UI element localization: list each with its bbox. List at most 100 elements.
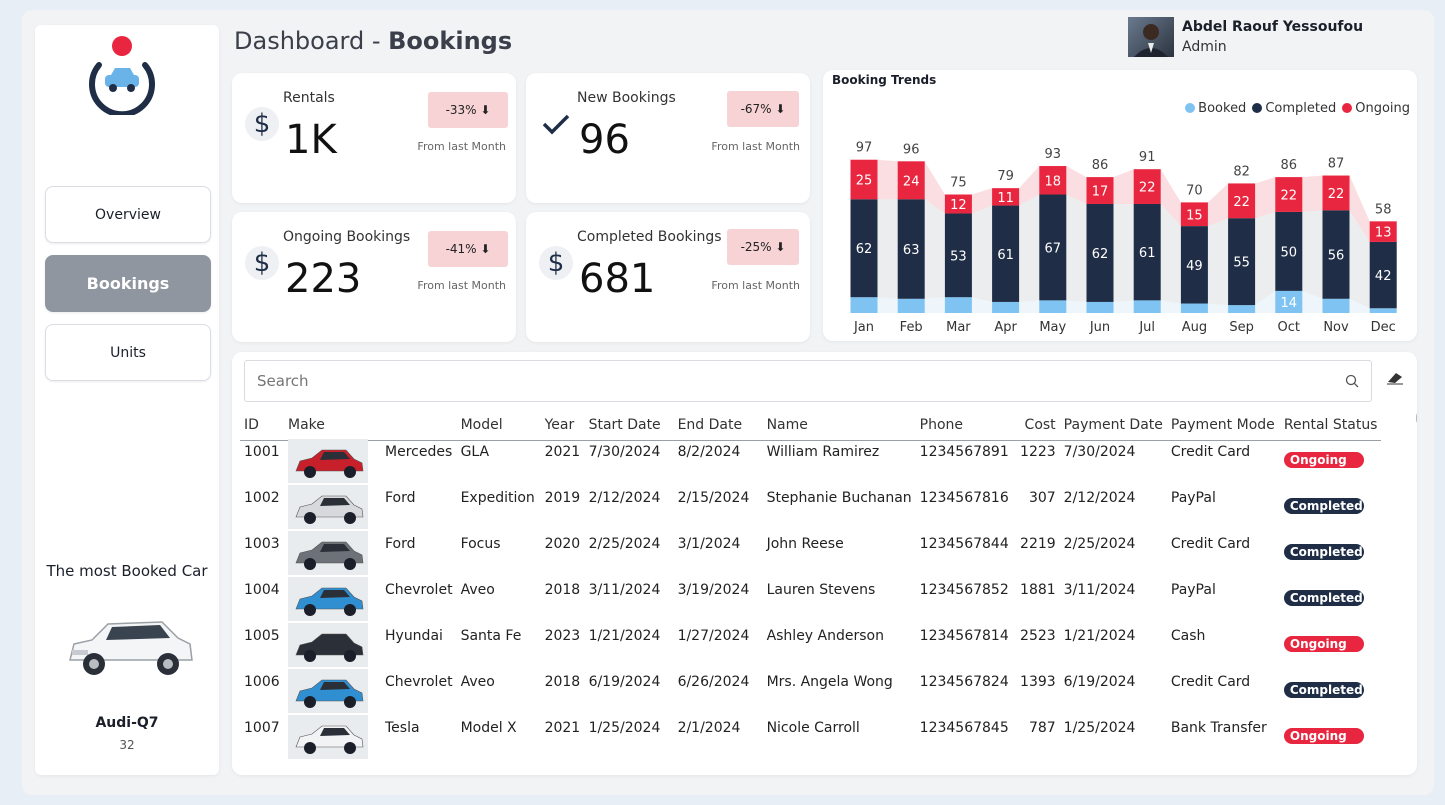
cell-name: William Ramirez [766, 443, 880, 460]
table-row[interactable]: 1001 Mercedes GLA 2021 7/30/2024 8/2/2024 Will… [240, 438, 1382, 487]
column-header[interactable]: Model [456, 410, 541, 441]
kpi-subtext: From last Month [417, 279, 506, 292]
avatar[interactable] [1128, 17, 1174, 57]
cell-status: Completed [1280, 533, 1382, 579]
cell-cost: 1393 [1020, 673, 1056, 690]
table-row[interactable]: 1004 Chevrolet Aveo 2018 3/11/2024 3/19/2024 L… [240, 576, 1382, 625]
bar-booked-may [1039, 300, 1067, 313]
column-header[interactable]: Cost [1015, 410, 1060, 441]
data-label-ongoing: 22 [1281, 189, 1298, 204]
cell-cost: 307 [1028, 489, 1056, 506]
table-row[interactable]: 1003 Ford Focus 2020 2/25/2024 3/1/2024 John R… [240, 530, 1382, 579]
data-label-booked: 14 [1281, 296, 1298, 311]
bookings-table: ID Make Model Year Start Date End Date Name Pho… [240, 410, 1382, 763]
cell-make-image [284, 622, 381, 671]
cell-pay-mode: Credit Card [1170, 443, 1251, 460]
table-row[interactable]: 1007 Tesla Model X 2021 1/25/2024 2/1/2024 Nic… [240, 714, 1381, 763]
cell-phone: 1234567816 [919, 489, 1009, 506]
table-scrollbar[interactable] [1416, 412, 1417, 424]
kpi-subtext: From last Month [417, 140, 506, 153]
cell-phone: 1234567824 [919, 673, 1009, 690]
data-label-completed: 62 [1092, 247, 1109, 262]
column-header[interactable]: ID [240, 410, 284, 441]
cell-status: Ongoing [1280, 440, 1382, 487]
data-label-total: 86 [1281, 158, 1298, 173]
dollar-icon: $ [245, 107, 279, 141]
column-header[interactable]: Rental Status [1279, 410, 1382, 441]
nav-bookings-button[interactable]: Bookings [45, 255, 211, 312]
data-label-completed: 62 [856, 242, 873, 257]
column-header[interactable]: Start Date [584, 410, 674, 441]
search-box [244, 360, 1372, 402]
x-tick-label: Aug [1182, 320, 1207, 335]
table-body: 1001 Mercedes GLA 2021 7/30/2024 8/2/2024 Will… [240, 438, 1382, 763]
column-header[interactable]: Year [540, 410, 585, 441]
nav-overview-button[interactable]: Overview [45, 186, 211, 243]
legend-item-completed[interactable]: Completed [1252, 101, 1336, 116]
cell-id: 1003 [244, 535, 280, 552]
table-row[interactable]: 1002 Ford Expedition 2019 2/12/2024 2/15/2024… [240, 484, 1382, 533]
data-label-total: 86 [1092, 158, 1109, 173]
chart-legend: Booked Completed Ongoing [1185, 101, 1410, 116]
cell-name: John Reese [766, 535, 844, 552]
cell-status: Completed [1280, 487, 1382, 533]
cell-end: 2/1/2024 [677, 719, 741, 736]
bar-completed-jan [850, 199, 878, 298]
cell-make-image [284, 530, 381, 579]
column-header[interactable]: Phone [915, 410, 1016, 441]
table-row[interactable]: 1005 Hyundai Santa Fe 2023 1/21/2024 1/27/202… [240, 622, 1381, 671]
column-header[interactable] [381, 410, 457, 441]
status-badge: Ongoing [1283, 451, 1364, 468]
kpi-ongoing-card: $ Ongoing Bookings 223 -41% ⬇ From last … [232, 212, 516, 342]
status-badge: Ongoing [1283, 635, 1364, 652]
booked-ribbon [850, 290, 1397, 313]
page-title: Dashboard - Bookings [234, 27, 512, 55]
x-tick-label: Jul [1138, 320, 1155, 335]
cell-make-image [284, 668, 381, 717]
cell-status: Completed [1280, 579, 1382, 625]
bar-booked-mar [944, 297, 972, 313]
cell-make-image [284, 576, 381, 625]
cell-make: Ford [385, 535, 416, 552]
cell-start: 1/25/2024 [588, 719, 661, 736]
data-label-completed: 50 [1281, 245, 1298, 260]
table-row[interactable]: 1006 Chevrolet Aveo 2018 6/19/2024 6/26/2024 M… [240, 668, 1382, 717]
dollar-icon: $ [245, 246, 279, 280]
x-tick-label: Nov [1323, 320, 1349, 335]
bar-completed-aug [1180, 226, 1208, 304]
search-input[interactable] [245, 361, 1371, 401]
cell-end: 3/1/2024 [677, 535, 741, 552]
cell-phone: 1234567844 [919, 535, 1009, 552]
data-label-completed: 56 [1328, 249, 1345, 264]
car-thumbnail-image [288, 668, 368, 713]
x-tick-label: Sep [1229, 320, 1254, 335]
cell-pay-mode: Cash [1170, 627, 1206, 644]
x-tick-label: Jun [1089, 320, 1110, 335]
column-header[interactable]: Name [762, 410, 916, 441]
cell-id: 1005 [244, 627, 280, 644]
kpi-label: Rentals [283, 90, 335, 106]
car-thumbnail-image [288, 484, 368, 529]
cell-model: GLA [460, 443, 490, 460]
bar-booked-sep [1228, 305, 1256, 313]
cell-pay-mode: PayPal [1170, 489, 1216, 506]
column-header[interactable]: Payment Mode [1166, 410, 1280, 441]
eraser-icon[interactable] [1385, 370, 1405, 386]
legend-item-booked[interactable]: Booked [1185, 101, 1246, 116]
page-title-prefix: Dashboard - [234, 27, 389, 55]
column-header[interactable]: Payment Date [1059, 410, 1167, 441]
cell-name: Nicole Carroll [766, 719, 860, 736]
cell-make: Hyundai [385, 627, 443, 644]
user-name: Abdel Raouf Yessoufou [1182, 19, 1364, 35]
legend-item-ongoing[interactable]: Ongoing [1342, 101, 1410, 116]
search-icon[interactable] [1345, 374, 1359, 388]
column-header[interactable]: Make [284, 410, 381, 441]
data-label-total: 70 [1186, 183, 1203, 198]
kpi-label: Ongoing Bookings [283, 229, 411, 245]
cell-status: Completed [1280, 671, 1382, 717]
nav-units-button[interactable]: Units [45, 324, 211, 381]
x-tick-label: Jan [853, 320, 874, 335]
bar-ongoing-nov [1322, 175, 1350, 211]
column-header[interactable]: End Date [673, 410, 763, 441]
